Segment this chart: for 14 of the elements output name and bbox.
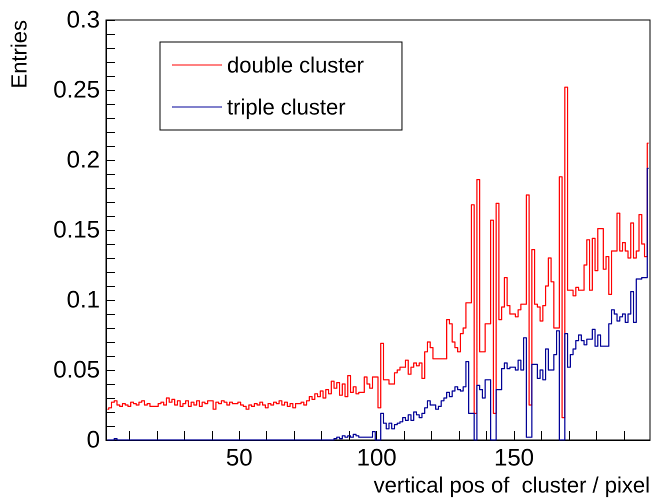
y-tick-label: 0.25 — [53, 76, 100, 104]
legend-label: triple cluster — [227, 94, 346, 120]
x-axis-title: vertical pos of cluster / pixel — [374, 472, 650, 498]
y-tick-label: 0.15 — [53, 216, 100, 244]
y-tick-label: 0.1 — [66, 286, 100, 314]
x-tick-label: 150 — [494, 444, 534, 472]
y-tick-label: 0.05 — [53, 356, 100, 384]
y-axis-title: Entries — [6, 20, 32, 88]
y-tick-label: 0.2 — [66, 146, 100, 174]
x-tick-label: 50 — [226, 444, 253, 472]
y-tick-label: 0.3 — [66, 6, 100, 34]
legend-label: double cluster — [227, 52, 364, 78]
x-tick-label: 100 — [356, 444, 397, 472]
y-tick-label: 0 — [86, 426, 100, 454]
